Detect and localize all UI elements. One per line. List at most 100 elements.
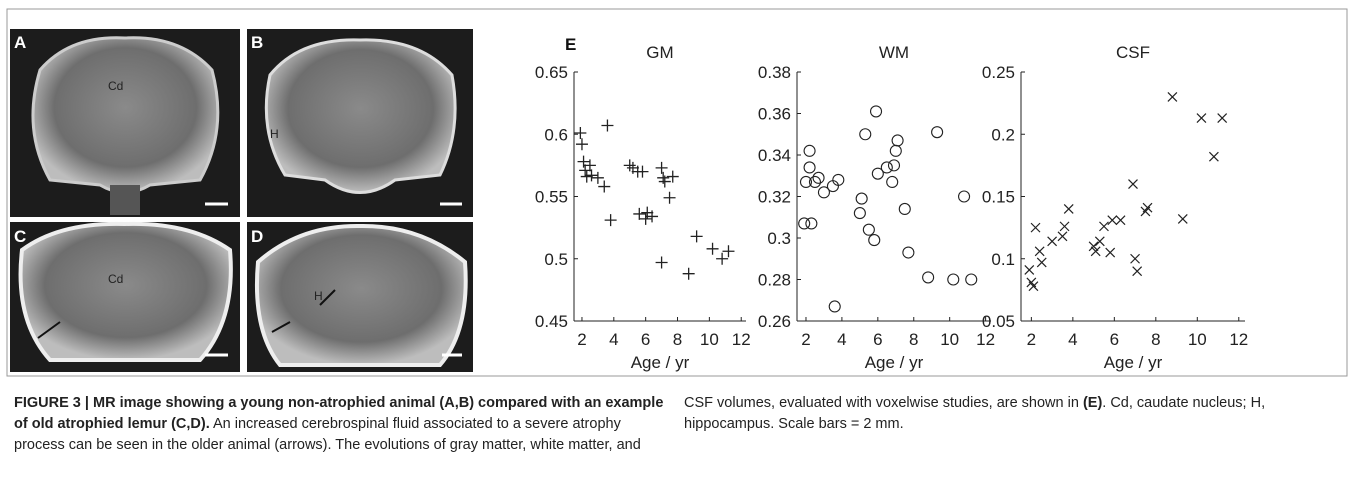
data-point: [947, 273, 960, 286]
y-tick-label: 0.3: [767, 229, 791, 248]
data-point: [922, 271, 935, 284]
data-point: [585, 169, 598, 182]
y-tick-label: 0.26: [758, 312, 791, 331]
data-point: [902, 246, 915, 259]
y-tick-label: 0.1: [991, 250, 1015, 269]
panel-annotation: H: [314, 289, 323, 303]
data-point: [583, 159, 596, 172]
x-tick-label: 4: [609, 330, 618, 349]
data-point: [604, 214, 617, 227]
mri-panel: [247, 29, 473, 217]
data-point: [690, 230, 703, 243]
caption: FIGURE 3 | MR image showing a young non-…: [14, 393, 1340, 456]
y-tick-label: 0.05: [982, 312, 1015, 331]
caption-ref: (E): [1082, 395, 1103, 411]
panel-label: D: [251, 227, 263, 246]
chart-title: GM: [646, 43, 673, 62]
figure: A Cd B H C Cd D H E GM 0.45 0.5 0.55 0.6 0.65…: [6, 8, 1348, 377]
chart-title: WM: [879, 43, 909, 62]
y-tick-label: 0.38: [758, 63, 791, 82]
x-tick-label: 12: [976, 330, 995, 349]
data-point: [591, 171, 604, 184]
x-tick-label: 4: [1068, 330, 1077, 349]
x-tick-label: 2: [577, 330, 586, 349]
data-point: [855, 192, 868, 205]
panel-label: B: [251, 33, 263, 52]
data-point: [887, 159, 901, 172]
data-point: [633, 207, 646, 220]
data-point: [871, 167, 884, 180]
data-point: [1105, 247, 1116, 258]
data-point: [636, 165, 649, 178]
data-point: [803, 161, 816, 174]
x-tick-label: 8: [673, 330, 682, 349]
data-point: [868, 234, 881, 247]
data-point: [1107, 215, 1118, 226]
y-tick-label: 0.2: [991, 125, 1015, 144]
data-point: [832, 173, 845, 186]
panel-annotation: H: [270, 127, 279, 141]
data-point: [722, 245, 735, 258]
data-point: [639, 212, 652, 225]
mri-panel: [247, 222, 473, 372]
data-point: [706, 242, 719, 255]
x-tick-label: 8: [909, 330, 918, 349]
data-point: [663, 191, 676, 204]
figure-frame: [6, 8, 1348, 377]
data-point: [1024, 265, 1035, 275]
y-tick-label: 0.6: [544, 125, 568, 144]
data-point: [1132, 266, 1143, 277]
caption-lead: FIGURE 3 | MR image showing a young non-…: [14, 395, 664, 432]
y-tick-label: 0.28: [758, 271, 791, 290]
data-points: [798, 105, 978, 313]
y-tick-label: 0.5: [544, 250, 568, 269]
y-tick-label: 0.32: [758, 188, 791, 207]
data-point: [1047, 236, 1058, 247]
data-point: [931, 126, 944, 139]
data-point: [1128, 179, 1138, 189]
data-point: [1059, 221, 1070, 232]
data-point: [1167, 91, 1178, 102]
data-point: [803, 144, 816, 157]
panel-label: C: [14, 227, 26, 246]
x-tick-label: 12: [1229, 330, 1248, 349]
y-tick-label: 0.34: [758, 146, 791, 165]
data-point: [798, 217, 811, 230]
panel-annotation: Cd: [108, 79, 123, 93]
data-point: [682, 267, 695, 280]
x-tick-label: 2: [1027, 330, 1036, 349]
data-point: [812, 171, 825, 184]
data-point: [958, 190, 971, 203]
mri-panel: [10, 221, 240, 372]
x-tick-label: 6: [873, 330, 882, 349]
data-point: [623, 159, 636, 172]
mri-panel: [10, 29, 240, 217]
data-point: [889, 144, 902, 157]
data-point: [658, 175, 671, 188]
data-point: [1030, 222, 1041, 233]
y-tick-label: 0.65: [535, 63, 568, 82]
data-point: [891, 134, 904, 147]
x-tick-label: 12: [732, 330, 751, 349]
data-point: [859, 128, 872, 141]
data-point: [655, 256, 668, 269]
chart-title: CSF: [1116, 43, 1150, 62]
data-point: [577, 155, 590, 168]
data-point: [716, 252, 729, 265]
data-point: [1094, 236, 1105, 247]
data-point: [655, 161, 668, 174]
data-point: [579, 164, 592, 177]
data-point: [1217, 113, 1228, 123]
caption-text: . Cd, caudate nucleus; H, hippocampus. S…: [684, 395, 1266, 432]
data-point: [965, 273, 978, 286]
panel-annotation: Cd: [108, 272, 123, 286]
y-tick-label: 0.15: [982, 188, 1015, 207]
data-points: [574, 119, 735, 280]
data-point: [898, 202, 911, 215]
data-point: [598, 180, 611, 193]
data-point: [817, 186, 830, 199]
caption-text: An increased cerebrospinal fluid associa…: [14, 395, 1083, 453]
panel-label: E: [565, 35, 576, 54]
x-tick-label: 10: [700, 330, 719, 349]
